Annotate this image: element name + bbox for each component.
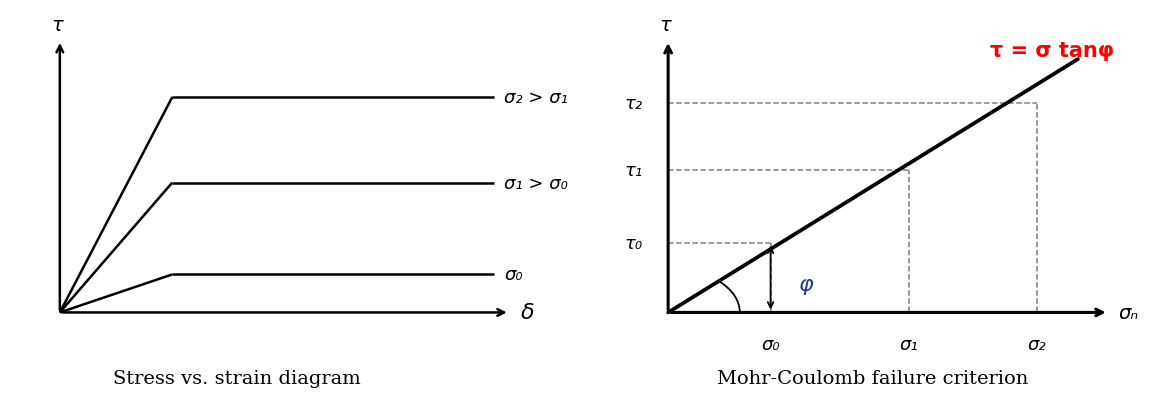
Text: τ₂: τ₂ — [624, 95, 643, 113]
Text: σ₀: σ₀ — [761, 335, 780, 353]
Text: τ: τ — [51, 16, 63, 35]
Text: Stress vs. strain diagram: Stress vs. strain diagram — [113, 369, 361, 388]
Text: σ₁ > σ₀: σ₁ > σ₀ — [504, 174, 568, 192]
Text: τ₀: τ₀ — [624, 234, 643, 252]
Text: φ: φ — [800, 274, 814, 294]
Text: σ₀: σ₀ — [504, 266, 523, 284]
Text: τ₁: τ₁ — [624, 162, 643, 179]
Text: σ₂ > σ₁: σ₂ > σ₁ — [504, 89, 568, 107]
Text: σ₁: σ₁ — [900, 335, 918, 353]
Text: σₙ: σₙ — [1119, 303, 1138, 322]
Text: τ: τ — [660, 16, 672, 35]
Text: Mohr-Coulomb failure criterion: Mohr-Coulomb failure criterion — [717, 369, 1029, 388]
Text: σ₂: σ₂ — [1028, 335, 1046, 353]
Text: τ = σ tanφ: τ = σ tanφ — [989, 41, 1114, 61]
Text: δ: δ — [520, 303, 534, 323]
